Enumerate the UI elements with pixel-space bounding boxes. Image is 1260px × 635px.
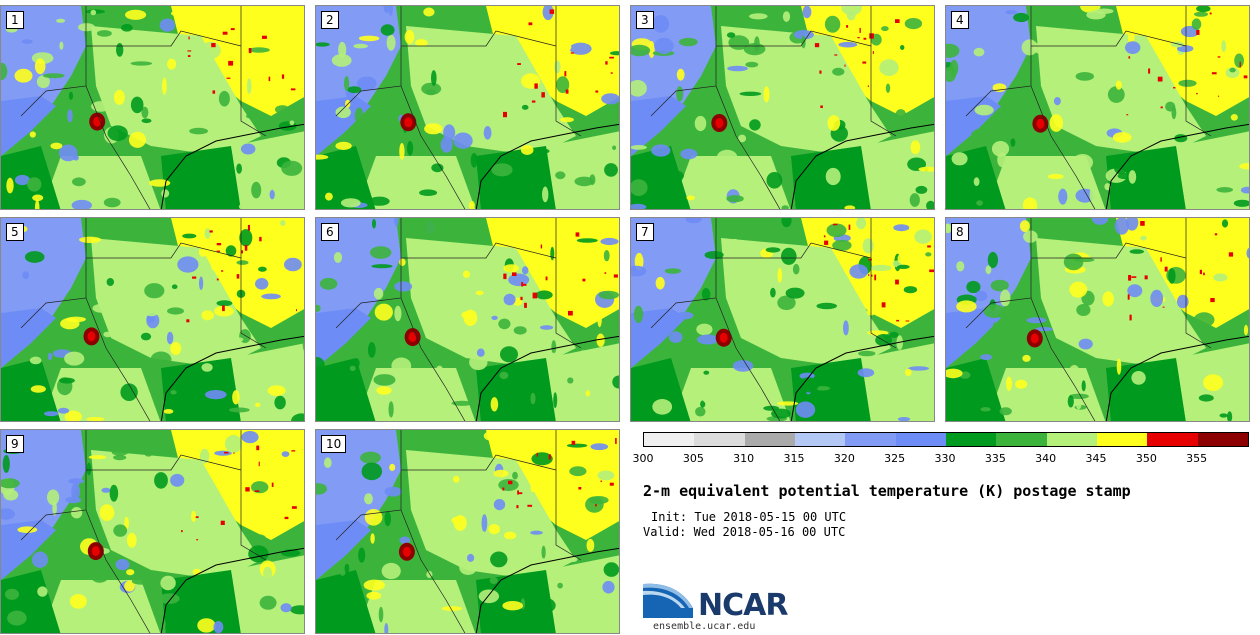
colorbar-segment	[996, 433, 1047, 446]
member-panel-9: 9	[0, 429, 305, 634]
colorbar-tick-label: 315	[783, 452, 805, 465]
colorbar-tick-label: 320	[833, 452, 855, 465]
ncar-logo-icon	[643, 583, 693, 618]
member-panel-5: 5	[0, 217, 305, 422]
member-label: 8	[951, 223, 969, 241]
colorbar-segment	[1197, 433, 1248, 446]
colorbar-tick-label: 345	[1085, 452, 1107, 465]
map-view	[316, 6, 619, 209]
colorbar-segment	[945, 433, 997, 446]
colorbar-tick-label: 335	[984, 452, 1006, 465]
valid-time: Valid: Wed 2018-05-16 00 UTC	[643, 525, 846, 539]
member-label: 9	[6, 435, 24, 453]
map-view	[631, 6, 934, 209]
colorbar-tick-label: 340	[1035, 452, 1057, 465]
map-view	[316, 218, 619, 421]
colorbar-segment	[1046, 433, 1097, 446]
member-panel-2: 2	[315, 5, 620, 210]
logo-url[interactable]: ensemble.ucar.edu	[653, 621, 756, 632]
figure-title: 2-m equivalent potential temperature (K)…	[643, 482, 1131, 500]
colorbar-tick-label: 310	[733, 452, 755, 465]
colorbar-segment	[744, 433, 795, 446]
map-view	[1, 6, 304, 209]
member-label: 5	[6, 223, 24, 241]
member-panel-7: 7	[630, 217, 935, 422]
member-label: 7	[636, 223, 654, 241]
colorbar-tick-label: 355	[1186, 452, 1208, 465]
member-label: 4	[951, 11, 969, 29]
colorbar-tick-label: 325	[884, 452, 906, 465]
colorbar-segment	[1096, 433, 1148, 446]
member-panel-1: 1	[0, 5, 305, 210]
member-label: 10	[321, 435, 347, 453]
colorbar-tick-label: 330	[934, 452, 956, 465]
colorbar-segment	[694, 433, 745, 446]
map-view	[631, 218, 934, 421]
member-label: 2	[321, 11, 339, 29]
member-label: 6	[321, 223, 339, 241]
colorbar-segment	[895, 433, 946, 446]
member-label: 1	[6, 11, 24, 29]
map-view	[946, 6, 1249, 209]
member-panel-10: 10	[315, 429, 620, 634]
colorbar-tick-label: 305	[682, 452, 704, 465]
member-panel-8: 8	[945, 217, 1250, 422]
map-view	[946, 218, 1249, 421]
colorbar-segment	[1147, 433, 1198, 446]
colorbar-segment	[644, 433, 695, 446]
member-panel-6: 6	[315, 217, 620, 422]
logo-text: NCAR	[698, 588, 788, 623]
colorbar-segment	[845, 433, 896, 446]
member-panel-3: 3	[630, 5, 935, 210]
colorbar-segment	[794, 433, 846, 446]
map-view	[316, 430, 619, 633]
member-label: 3	[636, 11, 654, 29]
member-panel-4: 4	[945, 5, 1250, 210]
colorbar	[643, 432, 1249, 447]
map-view	[1, 218, 304, 421]
map-view	[1, 430, 304, 633]
colorbar-tick-label: 300	[632, 452, 654, 465]
colorbar-tick-label: 350	[1135, 452, 1157, 465]
init-time: Init: Tue 2018-05-15 00 UTC	[651, 510, 847, 524]
